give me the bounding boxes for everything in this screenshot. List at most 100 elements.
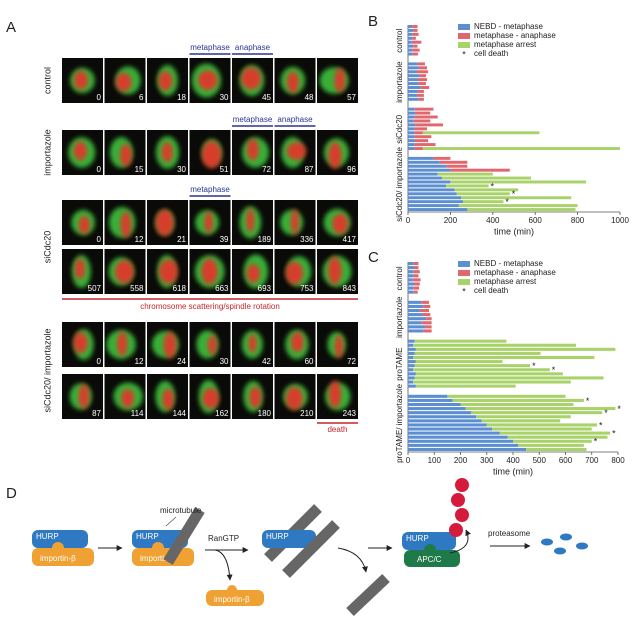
x-tick-label: 1000 [611, 216, 629, 225]
bar-segment [423, 304, 431, 308]
chromosomes [246, 264, 260, 283]
legend-label: cell death [474, 286, 508, 295]
time-label: 12 [135, 235, 144, 244]
bar-segment [413, 28, 418, 32]
apcc-label: APC/C [417, 555, 442, 564]
bar-segment [412, 52, 418, 56]
bar-segment [408, 355, 414, 360]
chromosomes [328, 142, 342, 169]
bar-segment [408, 97, 419, 101]
bar-segment [412, 36, 416, 40]
bar-segment [408, 351, 415, 355]
arrow [449, 529, 471, 554]
x-tick-label: 0 [406, 456, 411, 465]
time-label: 0 [97, 165, 102, 174]
bar-segment [408, 325, 426, 329]
group-label: control [395, 266, 404, 290]
bar-segment [481, 419, 561, 423]
bar-segment [450, 168, 510, 172]
hurp-shape [32, 530, 88, 548]
group-label: importazole [395, 61, 404, 103]
time-label: 843 [343, 284, 357, 293]
bar-segment [417, 62, 425, 66]
chromosomes [328, 256, 342, 285]
condition-label: importazole [42, 129, 52, 176]
time-label: 39 [220, 235, 229, 244]
bar-segment [414, 282, 420, 286]
bar-segment [412, 32, 419, 36]
bar-segment [408, 262, 414, 266]
bar-segment [413, 262, 419, 266]
bar-segment [420, 86, 430, 89]
bar-segment [408, 127, 415, 131]
bar-segment [414, 147, 423, 150]
chromosomes [155, 209, 174, 236]
chromosomes [158, 70, 173, 91]
group-label: proTAME/ importazole [395, 383, 404, 463]
chromosomes [163, 331, 177, 359]
microtubule-shape [282, 520, 340, 578]
time-label: 96 [347, 165, 356, 174]
time-label: 0 [97, 235, 102, 244]
chromosomes [249, 386, 262, 408]
bar-segment [518, 443, 584, 447]
legend-symbol: * [462, 49, 466, 59]
legend-label: metaphase - anaphase [474, 31, 556, 40]
bar-segment [408, 419, 482, 423]
death-marker: * [604, 408, 608, 418]
legend-swatch [458, 42, 470, 48]
bar-segment [446, 164, 468, 168]
chromosomes [286, 71, 300, 93]
bar-segment [417, 78, 428, 82]
chromosomes [114, 260, 134, 284]
bar-segment [408, 40, 412, 44]
bar-segment [408, 66, 419, 70]
arrow [214, 549, 233, 581]
x-tick-label: 200 [454, 456, 468, 465]
death-marker: * [599, 420, 603, 430]
bar-segment [408, 266, 415, 270]
bar-segment [413, 290, 418, 294]
chromosomes [285, 386, 303, 411]
panel-label: C [368, 249, 379, 266]
bar-segment [461, 196, 572, 200]
rangtp-label: RanGTP [208, 534, 239, 543]
bar-segment [486, 423, 597, 427]
chromosomes [159, 259, 178, 284]
bar-segment [408, 115, 415, 119]
bar-segment [408, 364, 415, 368]
bar-segment [416, 70, 429, 74]
bar-segment [417, 89, 424, 93]
bar-segment [423, 329, 432, 333]
death-marker: * [505, 197, 509, 207]
chromosomes [201, 141, 222, 169]
bar-segment [454, 188, 519, 192]
chromosomes [120, 211, 132, 238]
bar-segment [415, 347, 616, 351]
time-label: 18 [177, 93, 186, 102]
time-label: 210 [300, 409, 314, 418]
chromosomes [74, 258, 86, 280]
bar-segment [408, 343, 414, 347]
bar-segment [408, 200, 464, 204]
bar-segment [426, 317, 432, 321]
importin-knob [52, 542, 64, 554]
chromosomes [115, 72, 132, 92]
bar-segment [467, 208, 576, 212]
importin-label: importin-β [214, 595, 250, 604]
time-label: 753 [300, 284, 314, 293]
panel-label: B [368, 13, 378, 30]
chromosomes [334, 334, 344, 359]
time-label: 15 [135, 165, 144, 174]
legend-swatch [458, 279, 470, 285]
bar-segment [408, 78, 418, 82]
x-tick-label: 400 [486, 216, 500, 225]
annotation: death [327, 425, 347, 434]
bar-segment [408, 93, 417, 97]
bar-segment [408, 274, 414, 278]
chromosomes [73, 70, 89, 90]
bar-segment [408, 435, 508, 439]
death-marker: * [594, 437, 598, 447]
bar-segment [408, 180, 451, 184]
